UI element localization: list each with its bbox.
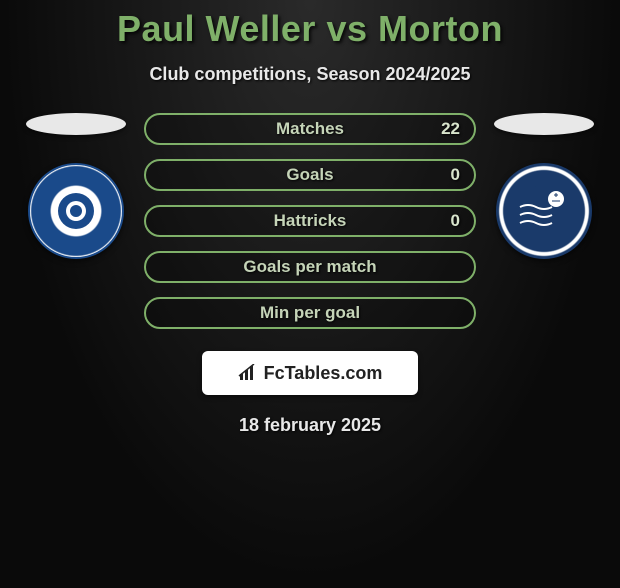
stat-value-right: 22 bbox=[441, 119, 460, 139]
stats-column: Matches 22 Goals 0 Hattricks 0 Goals per… bbox=[136, 113, 484, 329]
stat-row-hattricks: Hattricks 0 bbox=[144, 205, 476, 237]
southend-badge-icon bbox=[514, 181, 574, 241]
stat-label: Goals per match bbox=[243, 257, 376, 277]
right-club-badge bbox=[496, 163, 592, 259]
comparison-row: Matches 22 Goals 0 Hattricks 0 Goals per… bbox=[0, 113, 620, 329]
logo-text-label: FcTables.com bbox=[264, 363, 383, 384]
stat-row-matches: Matches 22 bbox=[144, 113, 476, 145]
stat-value-right: 0 bbox=[451, 211, 460, 231]
left-player-column bbox=[16, 113, 136, 259]
stat-value-right: 0 bbox=[451, 165, 460, 185]
right-player-column bbox=[484, 113, 604, 259]
stat-label: Min per goal bbox=[260, 303, 360, 323]
stat-label: Hattricks bbox=[274, 211, 347, 231]
source-logo: FcTables.com bbox=[238, 363, 383, 384]
rochdale-badge-icon bbox=[50, 185, 102, 237]
bar-chart-icon bbox=[238, 364, 260, 382]
stat-label: Matches bbox=[276, 119, 344, 139]
source-logo-box[interactable]: FcTables.com bbox=[202, 351, 418, 395]
stat-row-goals-per-match: Goals per match bbox=[144, 251, 476, 283]
subtitle: Club competitions, Season 2024/2025 bbox=[0, 64, 620, 85]
stat-label: Goals bbox=[286, 165, 333, 185]
stat-row-min-per-goal: Min per goal bbox=[144, 297, 476, 329]
left-club-badge bbox=[28, 163, 124, 259]
stat-row-goals: Goals 0 bbox=[144, 159, 476, 191]
page-title: Paul Weller vs Morton bbox=[0, 8, 620, 50]
date-text: 18 february 2025 bbox=[0, 415, 620, 436]
right-header-oval bbox=[494, 113, 594, 135]
left-header-oval bbox=[26, 113, 126, 135]
